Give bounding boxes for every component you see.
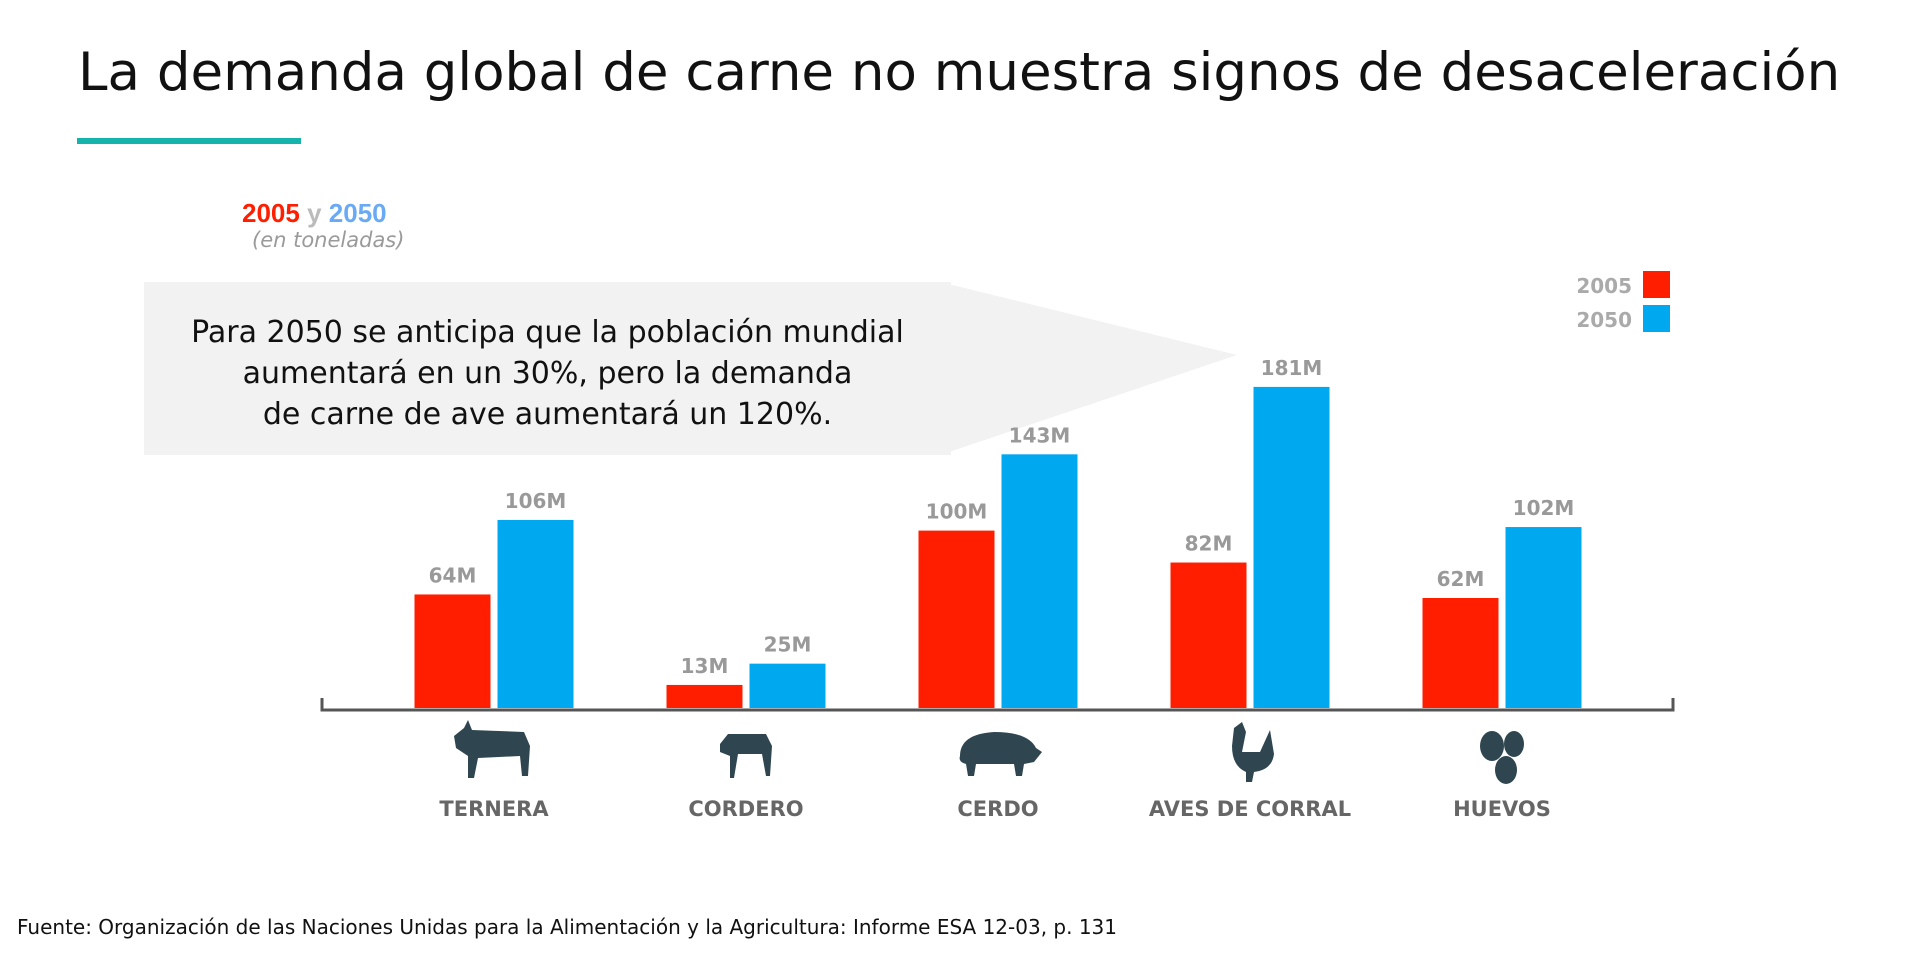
callout-line: Para 2050 se anticipa que la población m… [191,315,904,350]
data-label: 64M [429,563,477,587]
page-title: La demanda global de carne no muestra si… [78,42,1841,103]
legend-label: 2005 [1576,274,1632,298]
data-label: 181M [1261,356,1323,380]
category-label: HUEVOS [1453,797,1551,821]
data-label: 82M [1185,532,1233,556]
pig-icon [959,732,1042,776]
legend-swatch-2005 [1643,271,1670,298]
data-label: 102M [1513,496,1575,520]
bar-2005-aves-de-corral [1170,562,1247,708]
chicken-icon [1232,722,1274,782]
callout-text: Para 2050 se anticipa que la población m… [144,312,951,435]
bar-2005-cerdo [918,530,995,708]
callout-line: aumentará en un 30%, pero la demanda [242,356,853,391]
title-underline [77,138,301,144]
bar-2005-huevos [1422,598,1499,708]
x-axis [320,698,1675,712]
year-2050: 2050 [328,198,387,228]
conjunction: y [307,198,322,228]
category-label: CORDERO [688,797,803,821]
bar-2050-cordero [749,663,826,708]
years-heading: 2005 y 2050 [242,198,387,229]
category-label: CERDO [957,797,1038,821]
legend-label: 2050 [1576,308,1632,332]
category-label: TERNERA [439,797,549,821]
data-label: 100M [926,500,988,524]
lamb-icon [720,734,772,778]
data-label: 106M [505,489,567,513]
data-label: 25M [764,633,812,657]
units-label: (en toneladas) [252,228,405,252]
eggs-icon [1480,731,1524,784]
callout-box [144,282,951,455]
bar-2050-huevos [1505,527,1582,708]
bar-2005-ternera [414,594,491,708]
callout-pointer [940,282,1237,455]
year-2005: 2005 [242,198,300,228]
data-label: 62M [1437,567,1485,591]
bar-2050-cerdo [1001,454,1078,708]
cow-icon [454,720,530,778]
bar-2050-aves-de-corral [1253,386,1330,708]
bar-2050-ternera [497,519,574,708]
legend-swatch-2050 [1643,305,1670,332]
data-label: 13M [681,654,729,678]
data-label: 143M [1009,423,1071,447]
category-label: AVES DE CORRAL [1149,797,1351,821]
callout-line: de carne de ave aumentará un 120%. [262,397,833,432]
bar-2005-cordero [666,684,743,708]
source-footer: Fuente: Organización de las Naciones Uni… [17,915,1117,939]
